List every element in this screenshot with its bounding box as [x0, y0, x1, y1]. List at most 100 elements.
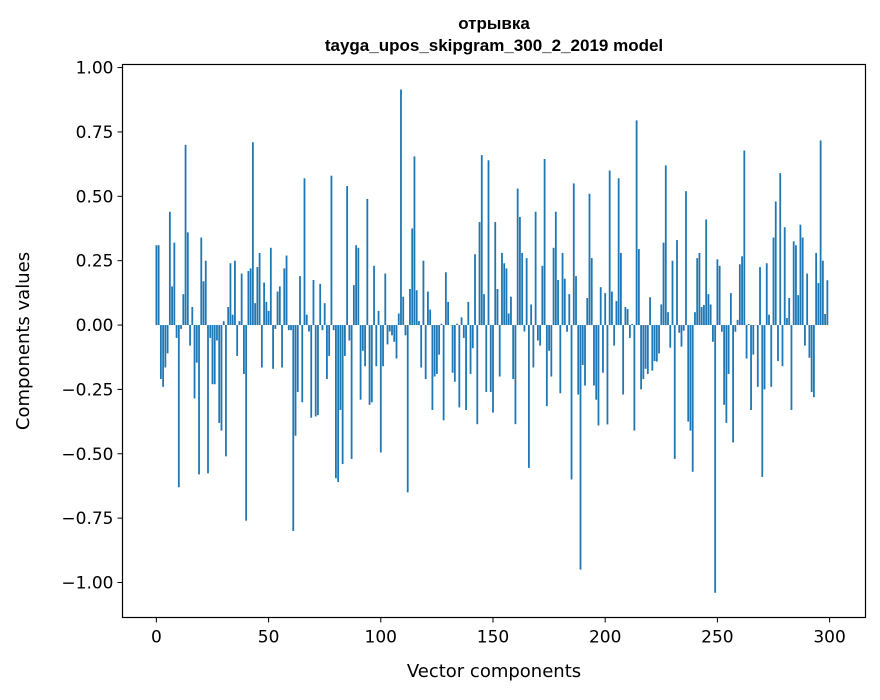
bar-component-217: [642, 325, 644, 379]
bar-component-149: [490, 325, 492, 392]
bar-component-71: [315, 325, 317, 416]
bar-component-188: [577, 325, 579, 395]
bar-component-180: [559, 325, 561, 393]
bar-component-162: [519, 217, 521, 325]
bar-component-13: [185, 145, 187, 325]
bar-component-233: [678, 325, 680, 333]
bar-component-195: [593, 325, 595, 386]
bar-component-209: [624, 307, 626, 325]
bar-component-234: [681, 325, 683, 347]
bar-component-142: [474, 254, 476, 325]
bar-component-230: [672, 261, 674, 325]
bar-component-255: [728, 325, 730, 374]
bar-component-133: [454, 325, 456, 382]
bar-component-263: [746, 325, 748, 358]
bar-component-37: [239, 321, 241, 325]
bar-component-127: [440, 324, 442, 325]
bar-component-208: [622, 325, 624, 395]
bar-component-182: [564, 279, 566, 325]
y-tick-label: 0.00: [76, 316, 114, 336]
bar-component-276: [775, 201, 777, 325]
bar-component-238: [690, 325, 692, 431]
bar-component-167: [530, 304, 532, 325]
bar-component-294: [815, 253, 817, 325]
bar-component-244: [703, 305, 705, 325]
bar-component-241: [696, 258, 698, 325]
bar-component-185: [571, 325, 573, 479]
bar-component-35: [234, 261, 236, 325]
bar-component-227: [665, 165, 667, 325]
bar-component-12: [182, 294, 184, 325]
x-tick-label: 50: [258, 628, 280, 648]
bar-component-240: [694, 312, 696, 325]
bar-component-253: [723, 325, 725, 405]
bar-component-136: [461, 317, 463, 325]
bar-component-204: [613, 325, 615, 346]
bar-component-83: [342, 325, 344, 464]
bar-component-19: [198, 325, 200, 474]
bar-component-147: [485, 325, 487, 392]
bar-component-198: [600, 287, 602, 325]
bar-component-38: [241, 274, 243, 325]
bar-component-105: [391, 325, 393, 335]
bar-component-122: [429, 310, 431, 325]
bar-component-184: [568, 294, 570, 325]
bar-component-177: [553, 248, 555, 325]
bar-component-107: [396, 325, 398, 358]
bar-component-125: [436, 325, 438, 374]
bar-component-31: [225, 325, 227, 456]
x-tick-label: 300: [813, 628, 845, 648]
bar-component-73: [319, 284, 321, 325]
bar-component-25: [212, 325, 214, 384]
bar-component-94: [366, 199, 368, 325]
bar-component-289: [804, 325, 806, 346]
bar-component-258: [734, 325, 736, 332]
bar-component-75: [324, 303, 326, 325]
bar-component-143: [476, 325, 478, 424]
bar-component-55: [279, 286, 281, 325]
bar-component-221: [651, 325, 653, 371]
bar-component-4: [164, 325, 166, 367]
bar-component-218: [645, 325, 647, 369]
y-tick-label: 0.25: [76, 252, 114, 272]
bar-component-247: [710, 304, 712, 325]
bar-component-76: [326, 325, 328, 379]
x-tick-label: 150: [477, 628, 509, 648]
bar-component-249: [714, 325, 716, 593]
bar-component-260: [739, 264, 741, 325]
bar-component-63: [297, 325, 299, 392]
bar-component-203: [611, 292, 613, 325]
bar-component-207: [620, 253, 622, 325]
bar-component-68: [308, 325, 310, 331]
y-tick-label: −0.75: [61, 509, 113, 529]
bar-component-269: [759, 267, 761, 325]
bar-component-220: [649, 297, 651, 325]
bar-component-67: [306, 315, 308, 325]
bar-component-9: [176, 325, 178, 338]
bar-component-51: [270, 248, 272, 325]
bar-component-150: [492, 325, 494, 413]
bar-component-104: [389, 325, 391, 331]
bar-component-284: [793, 241, 795, 325]
bar-component-33: [230, 263, 232, 325]
bar-component-282: [788, 298, 790, 325]
y-tick-label: −1.00: [61, 573, 113, 593]
bar-component-134: [456, 324, 458, 325]
bar-component-49: [265, 302, 267, 325]
bar-component-101: [382, 325, 384, 366]
bar-component-34: [232, 315, 234, 325]
bar-component-173: [544, 159, 546, 325]
bar-component-128: [443, 325, 445, 420]
bar-component-115: [414, 156, 416, 325]
bar-component-239: [692, 325, 694, 472]
bar-component-7: [171, 286, 173, 325]
bar-component-126: [438, 325, 440, 355]
bar-component-95: [369, 325, 371, 405]
x-tick-label: 200: [589, 628, 621, 648]
bar-component-196: [595, 325, 597, 400]
bar-component-29: [221, 325, 223, 431]
bar-component-36: [236, 325, 238, 356]
bar-component-216: [640, 325, 642, 389]
bar-component-39: [243, 325, 245, 374]
bar-component-60: [290, 325, 292, 330]
